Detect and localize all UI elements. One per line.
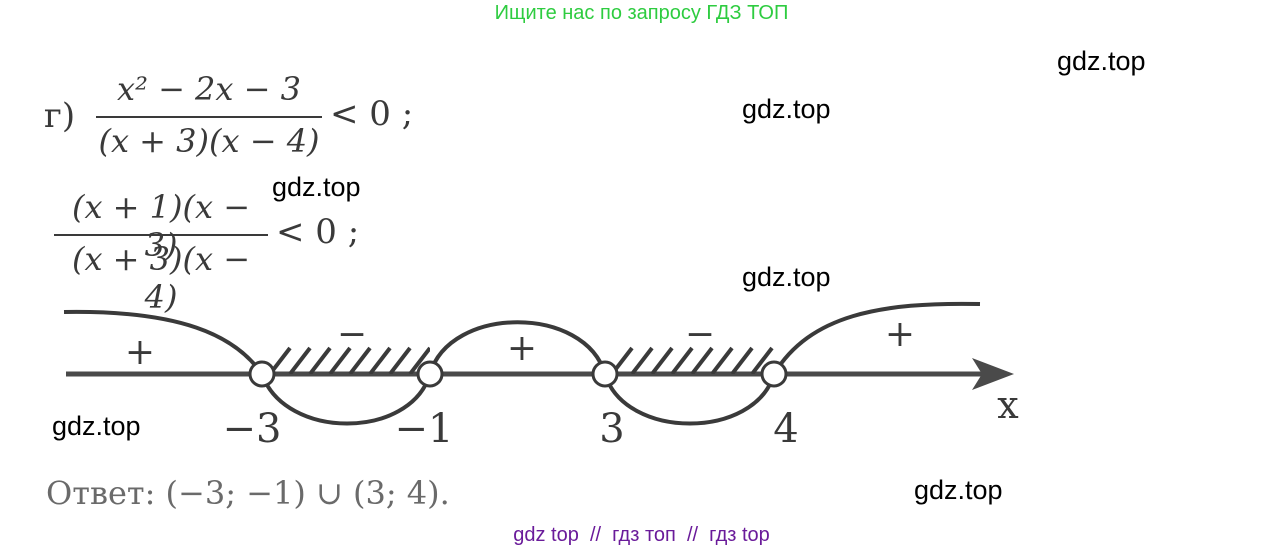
hatching-interval-2 bbox=[610, 346, 774, 374]
fraction-1-denominator: (x + 3)(x − 4) bbox=[98, 122, 320, 160]
footer-links: gdz top // гдз топ // гдз top bbox=[513, 524, 770, 546]
point-label: −3 bbox=[223, 406, 282, 452]
top-banner: Ищите нас по запросу ГДЗ ТОП bbox=[494, 2, 789, 24]
sign-curve-dip-2 bbox=[603, 373, 776, 426]
watermark: gdz.top bbox=[52, 411, 141, 441]
open-point bbox=[416, 360, 444, 388]
open-point bbox=[760, 360, 788, 388]
fraction-2-relation: < 0 ; bbox=[276, 212, 360, 252]
open-point bbox=[591, 360, 619, 388]
fraction-2-bar bbox=[54, 234, 268, 236]
interval-sign: + bbox=[125, 332, 155, 373]
point-label: −1 bbox=[395, 406, 454, 452]
watermark: gdz.top bbox=[914, 475, 1003, 505]
sign-curve-dip-1 bbox=[260, 373, 432, 426]
sign-curve-left bbox=[63, 309, 264, 376]
open-point bbox=[248, 360, 276, 388]
watermark: gdz.top bbox=[272, 172, 361, 202]
axis-label: x bbox=[997, 383, 1018, 427]
fraction-1-relation: < 0 ; bbox=[330, 94, 414, 134]
answer-text: Ответ: (−3; −1) ∪ (3; 4). bbox=[46, 474, 450, 512]
watermark: gdz.top bbox=[742, 94, 831, 124]
point-label: 3 bbox=[599, 406, 624, 452]
interval-sign: + bbox=[507, 328, 537, 369]
interval-sign: − bbox=[685, 314, 715, 355]
sign-curve-right bbox=[772, 301, 981, 376]
fraction-1-numerator: x² − 2x − 3 bbox=[117, 70, 301, 108]
interval-sign: − bbox=[337, 314, 367, 355]
hatching-interval-1 bbox=[268, 346, 430, 374]
sign-curve-hump bbox=[428, 320, 607, 375]
number-line-diagram: + − + − + −3 −1 3 4 x bbox=[63, 301, 1019, 452]
point-label: 4 bbox=[773, 406, 798, 452]
interval-sign: + bbox=[885, 314, 915, 355]
fraction-1-bar bbox=[96, 116, 322, 118]
watermark: gdz.top bbox=[1057, 46, 1146, 76]
axis-arrow-icon bbox=[972, 358, 1014, 390]
watermark: gdz.top bbox=[742, 262, 831, 292]
fraction-2-numerator: (x + 1)(x − 3) bbox=[71, 188, 251, 264]
problem-label: г) bbox=[44, 96, 76, 136]
fraction-2-denominator: (x + 3)(x − 4) bbox=[71, 240, 251, 316]
